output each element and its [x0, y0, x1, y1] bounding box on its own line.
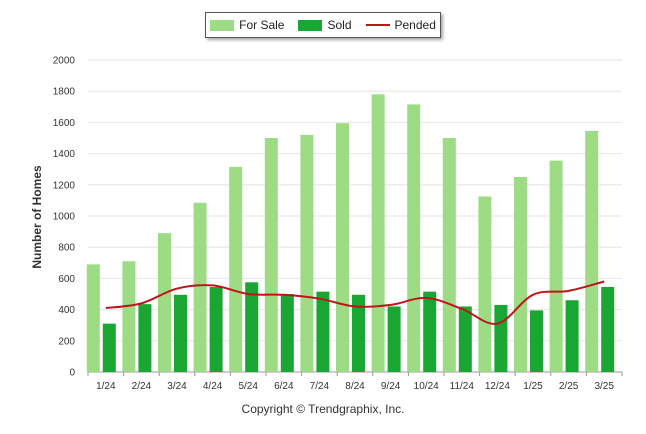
legend-item-pended[interactable]: Pended — [365, 18, 436, 32]
pended-line-icon — [365, 24, 390, 26]
legend-for-sale-label: For Sale — [239, 18, 285, 32]
for-sale-bar — [514, 177, 527, 372]
for-sale-bar — [193, 202, 207, 372]
sold-bar — [316, 291, 330, 372]
x-tick-label: 1/25 — [523, 381, 543, 392]
x-tick-label: 4/24 — [203, 381, 223, 392]
y-axis-label: Number of Homes — [30, 165, 44, 269]
x-tick-label: 6/24 — [274, 381, 294, 392]
copyright: Copyright © Trendgraphix, Inc. — [241, 402, 405, 416]
for-sale-bar — [371, 94, 385, 372]
for-sale-bar — [585, 130, 599, 372]
sold-bar — [102, 323, 116, 372]
sold-bar — [387, 306, 401, 372]
pended-line-group — [105, 280, 605, 325]
sold-bar — [423, 291, 437, 372]
sold-bar — [494, 304, 508, 372]
sold-bar — [601, 286, 615, 372]
pended-line — [105, 280, 605, 325]
sold-bar — [352, 294, 365, 372]
for-sale-bar — [336, 123, 349, 373]
sold-bar — [174, 294, 187, 372]
y-tick-label: 1000 — [53, 212, 76, 223]
y-tick-label: 200 — [58, 336, 75, 347]
x-tick-label: 10/24 — [414, 381, 439, 392]
x-tick-label: 3/25 — [594, 381, 614, 392]
for-sale-swatch-icon — [210, 19, 235, 31]
y-tick-label: 1800 — [53, 87, 76, 98]
y-tick-label: 2000 — [53, 56, 76, 67]
x-tick-labels: 1/24 2/24 3/24 4/24 5/24 6/24 7/24 8/24 9/24 10/2… — [87, 372, 623, 392]
legend-item-for-sale[interactable]: For Sale — [210, 18, 284, 32]
y-tick-label: 1400 — [53, 149, 76, 160]
for-sale-bar — [158, 233, 171, 372]
y-tick-label: 400 — [58, 305, 75, 316]
for-sale-bar — [264, 138, 278, 372]
for-sale-bar — [442, 138, 456, 372]
sold-bar — [245, 282, 259, 372]
x-tick-label: 3/24 — [167, 381, 187, 392]
y-tick-labels: 0 200 400 600 800 1000 1200 1400 1600 1800 2000 — [53, 56, 76, 379]
sold-bar — [458, 306, 472, 372]
y-tick-label: 0 — [69, 368, 75, 379]
for-sale-bar — [86, 264, 100, 372]
sold-bar — [530, 310, 543, 372]
for-sale-bar — [300, 134, 314, 372]
x-tick-label: 7/24 — [310, 381, 330, 392]
sold-bar — [209, 286, 223, 372]
x-tick-label: 12/24 — [485, 381, 510, 392]
for-sale-bar — [229, 166, 243, 372]
legend-pended-label: Pended — [394, 18, 436, 32]
x-tick-label: 11/24 — [450, 381, 475, 392]
for-sale-bar — [407, 104, 421, 373]
legend: For Sale Sold Pended — [205, 12, 441, 38]
y-tick-label: 600 — [58, 274, 75, 285]
sold-swatch-icon — [298, 19, 323, 31]
y-tick-label: 1600 — [53, 118, 76, 129]
y-tick-label: 1200 — [53, 180, 76, 191]
x-tick-label: 2/24 — [132, 381, 152, 392]
sold-bar — [138, 304, 152, 372]
x-tick-label: 5/24 — [238, 381, 258, 392]
legend-item-sold[interactable]: Sold — [298, 18, 352, 32]
x-tick-label: 1/24 — [96, 381, 116, 392]
for-sale-bar — [549, 160, 563, 372]
sold-bar — [565, 300, 579, 372]
sold-bar — [280, 294, 294, 372]
x-tick-label: 8/24 — [345, 381, 365, 392]
for-sale-bar — [478, 196, 492, 372]
x-tick-label: 2/25 — [559, 381, 579, 392]
legend-sold-label: Sold — [327, 18, 352, 32]
for-sale-bar — [122, 261, 136, 372]
y-tick-label: 800 — [58, 243, 75, 254]
x-tick-label: 9/24 — [381, 381, 401, 392]
bars — [86, 94, 615, 373]
